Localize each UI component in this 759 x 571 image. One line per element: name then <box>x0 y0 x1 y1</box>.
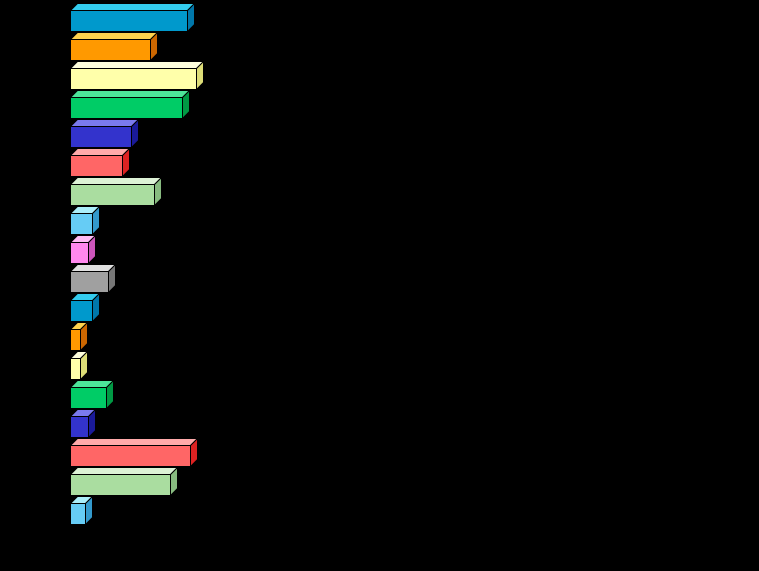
bar-front-face <box>70 184 155 206</box>
bar-geometry <box>69 2 196 33</box>
bar-front-face <box>70 329 81 351</box>
bar-bar-15[interactable] <box>69 408 97 439</box>
bar-geometry <box>69 118 140 149</box>
bar-top-face <box>69 32 159 40</box>
bar-geometry <box>69 60 205 91</box>
bar-top-face <box>69 61 205 69</box>
bar-front-face <box>70 503 86 525</box>
bar-geometry <box>69 31 159 62</box>
bar-front-face <box>70 213 93 235</box>
bar-bar-18[interactable] <box>69 495 94 526</box>
bar-geometry <box>69 379 115 410</box>
bar-geometry <box>69 89 191 120</box>
bar-bar-03[interactable] <box>69 60 205 91</box>
bar-top-face <box>69 3 196 11</box>
bar-geometry <box>69 437 199 468</box>
bar-bar-04[interactable] <box>69 89 191 120</box>
bar-top-face <box>69 90 191 98</box>
bar-bar-06[interactable] <box>69 147 131 178</box>
bar-front-face <box>70 474 171 496</box>
bar-top-face <box>69 438 199 446</box>
bar-front-face <box>70 155 123 177</box>
bar-front-face <box>70 387 107 409</box>
bar-bar-13[interactable] <box>69 350 89 381</box>
bar-bar-05[interactable] <box>69 118 140 149</box>
bar-geometry <box>69 205 101 236</box>
bar-front-face <box>70 10 188 32</box>
bar-bar-08[interactable] <box>69 205 101 236</box>
bar-top-face <box>69 119 140 127</box>
bar-front-face <box>70 445 191 467</box>
bar-bar-17[interactable] <box>69 466 179 497</box>
bar-geometry <box>69 292 101 323</box>
bar-geometry <box>69 350 89 381</box>
bar-geometry <box>69 495 94 526</box>
bar-front-face <box>70 39 151 61</box>
bar-geometry <box>69 408 97 439</box>
bar-geometry <box>69 176 163 207</box>
bar-geometry <box>69 321 89 352</box>
bar-geometry <box>69 234 97 265</box>
bar-bar-14[interactable] <box>69 379 115 410</box>
bar-bar-10[interactable] <box>69 263 117 294</box>
bar-front-face <box>70 97 183 119</box>
bar-geometry <box>69 147 131 178</box>
bar-front-face <box>70 416 89 438</box>
bar-bar-16[interactable] <box>69 437 199 468</box>
bar-top-face <box>69 467 179 475</box>
bar-bar-01[interactable] <box>69 2 196 33</box>
bar-bar-11[interactable] <box>69 292 101 323</box>
bar-front-face <box>70 358 81 380</box>
bar-bar-12[interactable] <box>69 321 89 352</box>
bar-bar-09[interactable] <box>69 234 97 265</box>
bar-front-face <box>70 242 89 264</box>
bar-geometry <box>69 263 117 294</box>
bar-top-face <box>69 148 131 156</box>
bar-top-face <box>69 177 163 185</box>
bar-bar-07[interactable] <box>69 176 163 207</box>
bar-front-face <box>70 300 93 322</box>
bar-front-face <box>70 126 132 148</box>
bar-front-face <box>70 68 197 90</box>
bar-geometry <box>69 466 179 497</box>
bar-bar-02[interactable] <box>69 31 159 62</box>
bar-front-face <box>70 271 109 293</box>
bar-top-face <box>69 264 117 272</box>
